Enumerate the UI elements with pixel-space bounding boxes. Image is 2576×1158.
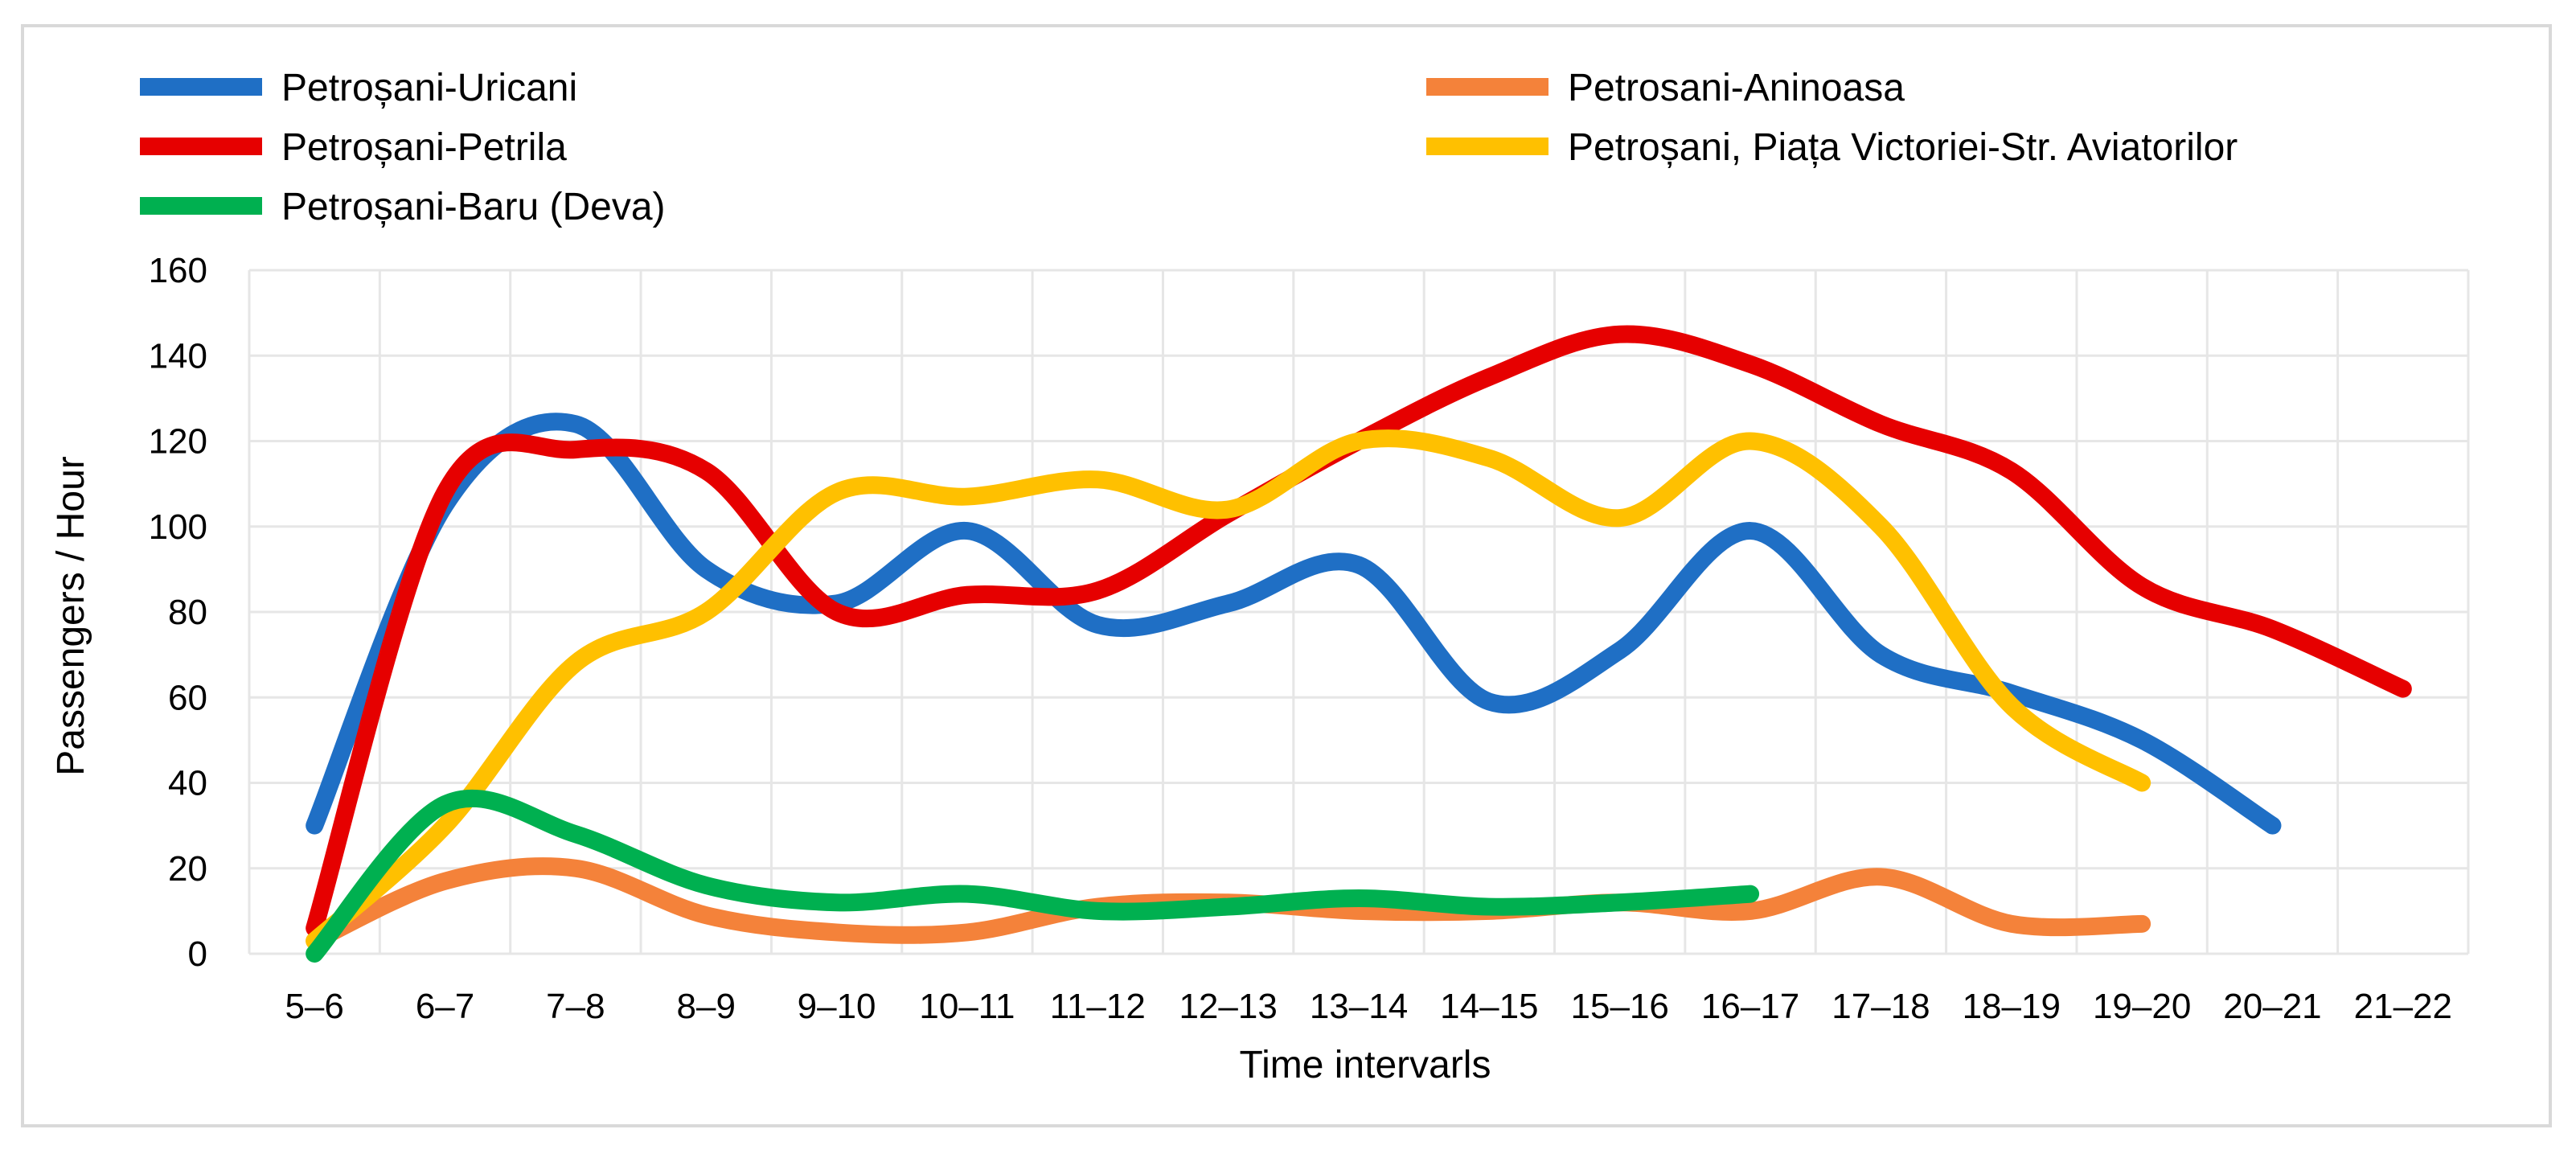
y-tick-label: 40 (168, 764, 207, 803)
tick-layer: 0 20 40 60 80 100 120 140 160 5–6 6–7 7–8 8–9 9–10 10–… (149, 251, 2452, 1026)
y-tick-label: 0 (188, 934, 207, 974)
chart-frame: 0 20 40 60 80 100 120 140 160 5–6 6–7 7–8 8–9 9–10 10–… (21, 24, 2552, 1127)
legend-label: Petrosani-Aninoasa (1568, 67, 1905, 109)
y-tick-label: 20 (168, 849, 207, 889)
x-tick-label: 13–14 (1310, 987, 1408, 1026)
legend: Petroșani-Uricani Petrosani-Aninoasa Petro… (140, 67, 2238, 228)
grid-layer (248, 269, 2470, 955)
x-tick-label: 12–13 (1179, 987, 1277, 1026)
x-tick-label: 15–16 (1571, 987, 1669, 1026)
x-tick-label: 9–10 (798, 987, 876, 1026)
series-line-3 (306, 429, 2151, 951)
series-line-0 (306, 413, 2282, 835)
x-tick-label: 7–8 (546, 987, 605, 1026)
y-tick-label: 160 (149, 251, 207, 290)
x-tick-label: 18–19 (1963, 987, 2061, 1026)
legend-label: Petroșani-Baru (Deva) (281, 186, 666, 228)
x-tick-label: 10–11 (919, 987, 1015, 1026)
y-tick-label: 120 (149, 422, 207, 462)
line-chart: 0 20 40 60 80 100 120 140 160 5–6 6–7 7–8 8–9 9–10 10–… (50, 67, 2470, 1086)
legend-label: Petroșani-Uricani (281, 67, 577, 109)
y-tick-label: 100 (149, 507, 207, 547)
x-axis-title: Time intervarls (1240, 1044, 1491, 1086)
legend-label: Petroșani, Piața Victoriei-Str. Aviatori… (1568, 126, 2238, 169)
legend-label: Petroșani-Petrila (281, 126, 567, 169)
x-tick-label: 20–21 (2223, 987, 2321, 1026)
x-tick-label: 17–18 (1832, 987, 1930, 1026)
y-axis-title: Passengers / Hour (50, 456, 92, 776)
y-tick-label: 140 (149, 336, 207, 376)
y-tick-label: 60 (168, 678, 207, 717)
x-tick-label: 11–12 (1050, 987, 1146, 1026)
x-tick-label: 21–22 (2354, 987, 2452, 1026)
series-layer (306, 325, 2412, 963)
x-tick-label: 14–15 (1440, 987, 1538, 1026)
series-line-4 (306, 789, 1760, 963)
x-tick-label: 16–17 (1701, 987, 1799, 1026)
x-tick-label: 6–7 (416, 987, 474, 1026)
y-tick-label: 80 (168, 593, 207, 632)
x-tick-label: 19–20 (2093, 987, 2191, 1026)
x-tick-label: 8–9 (677, 987, 736, 1026)
x-tick-label: 5–6 (285, 987, 343, 1026)
